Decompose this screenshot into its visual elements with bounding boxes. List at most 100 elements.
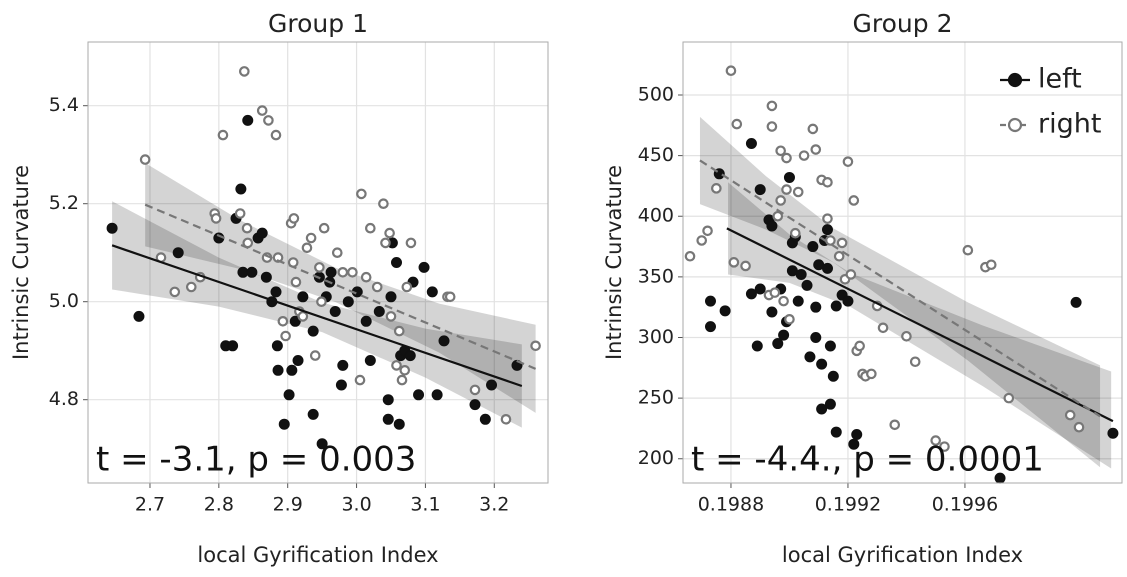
y-tick-label: 300 bbox=[638, 326, 674, 348]
y-tick-label: 450 bbox=[638, 144, 674, 166]
annotation: t = -4.4., p = 0.0001 bbox=[691, 440, 1044, 480]
data-point bbox=[795, 268, 807, 280]
data-point bbox=[500, 413, 512, 425]
data-point bbox=[766, 121, 778, 132]
data-point bbox=[810, 331, 822, 343]
data-point bbox=[766, 306, 778, 318]
data-point bbox=[297, 291, 309, 303]
fit-line bbox=[144, 203, 537, 370]
data-point bbox=[772, 210, 784, 222]
data-point bbox=[301, 242, 313, 254]
data-point bbox=[391, 257, 403, 268]
data-point bbox=[901, 330, 912, 342]
x-tick-label: 2.9 bbox=[273, 494, 303, 516]
data-point bbox=[378, 198, 389, 209]
data-point bbox=[754, 184, 766, 196]
plot-area bbox=[683, 42, 1122, 483]
data-point bbox=[305, 232, 317, 244]
data-point bbox=[479, 413, 491, 425]
data-point bbox=[384, 227, 395, 239]
data-point bbox=[719, 305, 731, 317]
data-point bbox=[385, 291, 397, 303]
x-tick-label: 2.8 bbox=[204, 494, 234, 516]
data-point bbox=[373, 306, 385, 317]
data-point bbox=[889, 419, 901, 431]
data-point bbox=[469, 384, 481, 396]
data-point bbox=[241, 222, 253, 234]
data-point bbox=[360, 315, 372, 327]
annotation: t = -3.1, p = 0.003 bbox=[96, 440, 416, 480]
data-point bbox=[842, 295, 854, 307]
data-point bbox=[335, 379, 347, 391]
data-point bbox=[830, 426, 842, 438]
data-point bbox=[356, 188, 367, 200]
data-point bbox=[810, 144, 822, 155]
data-point bbox=[270, 286, 282, 298]
y-tick-label: 5.0 bbox=[49, 290, 79, 312]
data-point bbox=[272, 252, 284, 263]
data-point bbox=[798, 150, 810, 161]
data-point bbox=[210, 213, 222, 224]
data-point bbox=[270, 129, 282, 141]
data-point bbox=[833, 250, 845, 262]
data-point bbox=[364, 355, 376, 366]
data-point bbox=[801, 279, 813, 291]
data-point bbox=[347, 266, 358, 278]
data-point bbox=[444, 291, 456, 303]
data-point bbox=[769, 287, 781, 298]
data-point bbox=[256, 227, 268, 239]
panel: 4.8 5.0 5.2 5.4 2.7 2.8 2.9 3.0 3.1 3.2 Group 1 loc… bbox=[9, 9, 549, 567]
y-axis-label: Intrinsic Curvature bbox=[602, 165, 626, 360]
data-point bbox=[297, 311, 309, 322]
data-point bbox=[790, 227, 801, 239]
data-point bbox=[804, 351, 816, 363]
data-point bbox=[810, 301, 822, 313]
data-point bbox=[766, 220, 778, 232]
x-tick-label: 0.1996 bbox=[932, 494, 998, 516]
data-point bbox=[962, 244, 974, 256]
data-point bbox=[354, 374, 366, 386]
data-point bbox=[816, 358, 828, 370]
plot-border bbox=[682, 41, 1123, 484]
data-point bbox=[821, 224, 833, 236]
fit-line bbox=[699, 159, 1101, 418]
data-point bbox=[405, 237, 417, 249]
legend-label: right bbox=[1038, 109, 1101, 140]
x-tick-label: 3.1 bbox=[410, 494, 440, 516]
x-tick-label: 0.1992 bbox=[815, 494, 881, 516]
data-point bbox=[260, 271, 272, 283]
data-point bbox=[851, 428, 863, 440]
data-point bbox=[217, 129, 229, 141]
x-tick-label: 3.2 bbox=[479, 494, 509, 516]
data-point bbox=[775, 195, 786, 206]
data-point bbox=[930, 435, 941, 446]
data-point bbox=[337, 266, 349, 278]
data-point bbox=[848, 438, 860, 450]
fit-line bbox=[726, 227, 1114, 423]
data-point bbox=[745, 137, 757, 149]
data-point bbox=[821, 262, 833, 274]
data-point bbox=[751, 340, 763, 352]
data-point bbox=[824, 398, 836, 410]
data-point bbox=[754, 283, 766, 295]
data-point bbox=[342, 296, 354, 308]
data-point bbox=[845, 269, 857, 280]
data-point bbox=[775, 145, 786, 157]
data-point bbox=[382, 394, 394, 406]
x-tick-label: 0.1988 bbox=[698, 494, 764, 516]
data-point bbox=[185, 281, 197, 293]
data-point bbox=[418, 261, 430, 273]
data-point bbox=[704, 295, 716, 307]
data-point bbox=[283, 389, 295, 401]
data-point bbox=[169, 286, 181, 298]
data-point bbox=[365, 222, 376, 234]
data-point bbox=[684, 250, 696, 262]
data-point bbox=[396, 374, 408, 386]
y-axis-label: Intrinsic Curvature bbox=[9, 165, 33, 360]
data-point bbox=[816, 403, 828, 415]
data-point bbox=[469, 399, 481, 411]
plot-border bbox=[87, 41, 549, 484]
data-point bbox=[807, 241, 819, 253]
data-point bbox=[139, 154, 151, 165]
data-point bbox=[289, 315, 301, 327]
